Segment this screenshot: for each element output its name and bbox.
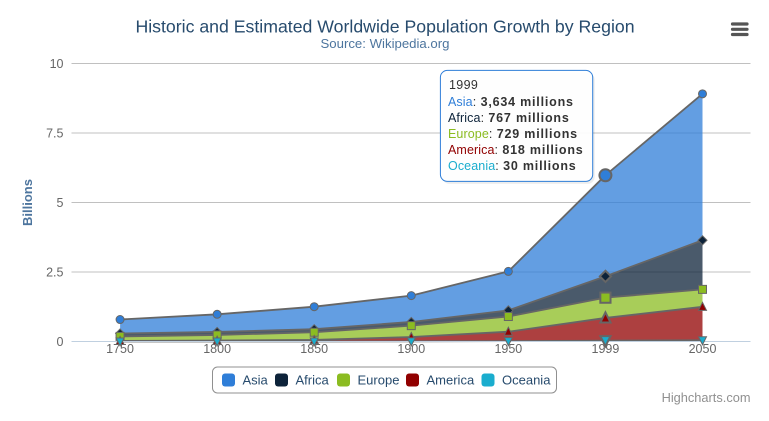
svg-text:America: 818 millions: America: 818 millions [448, 143, 584, 157]
svg-text:2050: 2050 [689, 342, 717, 356]
svg-text:1750: 1750 [106, 342, 134, 356]
svg-text:7.5: 7.5 [46, 127, 63, 141]
svg-text:5: 5 [57, 196, 64, 210]
svg-text:1999: 1999 [449, 78, 478, 92]
svg-text:1850: 1850 [300, 342, 328, 356]
svg-text:Asia: 3,634 millions: Asia: 3,634 millions [448, 95, 574, 109]
svg-text:1950: 1950 [494, 342, 522, 356]
svg-text:1999: 1999 [592, 342, 620, 356]
svg-text:America: America [427, 373, 475, 388]
svg-text:Asia: Asia [243, 373, 269, 388]
svg-text:2.5: 2.5 [46, 266, 63, 280]
svg-text:0: 0 [57, 335, 64, 349]
svg-text:Africa: 767 millions: Africa: 767 millions [448, 111, 570, 125]
svg-text:Africa: Africa [296, 373, 330, 388]
svg-text:Europe: Europe [358, 373, 400, 388]
svg-text:Oceania: Oceania [502, 373, 551, 388]
svg-text:1800: 1800 [203, 342, 231, 356]
svg-text:Highcharts.com: Highcharts.com [662, 390, 751, 405]
svg-text:Oceania: 30 millions: Oceania: 30 millions [448, 159, 577, 173]
svg-text:1900: 1900 [397, 342, 425, 356]
svg-text:Europe: 729 millions: Europe: 729 millions [448, 127, 578, 141]
svg-text:Historic and Estimated Worldwi: Historic and Estimated Worldwide Populat… [135, 17, 634, 37]
svg-text:10: 10 [50, 57, 64, 71]
svg-text:Billions: Billions [20, 179, 35, 226]
svg-text:Source: Wikipedia.org: Source: Wikipedia.org [320, 36, 449, 51]
